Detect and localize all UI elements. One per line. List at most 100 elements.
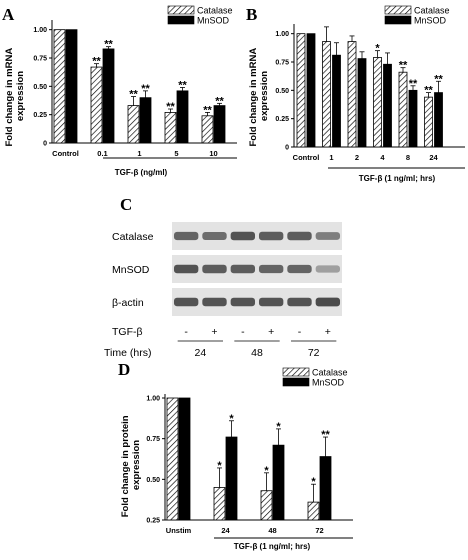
panel-b-bar-mnsod [408, 89, 418, 148]
panel-d-ylabel-line1: Fold change in protein [120, 415, 131, 517]
panel-b-x-tick-label: 2 [355, 153, 359, 162]
panel-b-bar-mnsod [306, 33, 316, 148]
panel-a-bar-catalase [53, 29, 66, 144]
panel-a-legend-swatch-mnsod [167, 15, 195, 25]
blot-row-label: Catalase [112, 231, 154, 243]
panel-d: D Fold change in protein expression 0.25… [118, 360, 353, 551]
panel-a-bar-mnsod [213, 105, 226, 144]
blot-strip [172, 255, 342, 283]
blot-band [230, 231, 256, 241]
panel-b-significance-label: ** [399, 60, 408, 72]
panel-a-x-tick-label: 0.1 [97, 149, 107, 158]
panel-d-y-tick-label: 1.00 [146, 396, 160, 403]
panel-d-plot: 0.250.500.751.00Unstim**24**48***72Catal… [146, 368, 353, 539]
treatment-sign: + [325, 326, 331, 338]
panel-a-bar-mnsod [176, 90, 189, 144]
panel-b-significance-label: ** [409, 78, 418, 90]
blot-strip [172, 288, 342, 316]
western-blot: Catalase MnSOD β-actin TGF-β - + - + - + Time (hrs… [104, 222, 342, 359]
panel-d-significance-label: * [229, 413, 234, 425]
blot-band [258, 231, 284, 241]
blot-band [202, 297, 227, 307]
panel-d-significance-label: * [264, 465, 269, 477]
blot-band [287, 264, 312, 274]
blot-band [202, 264, 227, 274]
blot-band [173, 297, 199, 307]
panel-d-x-tick-label: 72 [315, 526, 323, 535]
panel-a-ylabel-line2: expression [15, 71, 26, 121]
panel-a-bar-catalase [201, 115, 214, 144]
panel-a: A Fold change in mRNA expression 0 0.25 0.… [2, 5, 237, 177]
panel-b-legend-label: Catalase [414, 6, 450, 16]
panel-d-ylabel-line2: expression [131, 440, 142, 490]
panel-b-xlabel: TGF-β (1 ng/ml; hrs) [359, 174, 436, 183]
panel-b-legend-swatch-mnsod [384, 15, 412, 25]
blot-band [258, 297, 284, 307]
blot-band [287, 231, 312, 241]
panel-b-y-tick-label: 0.25 [275, 116, 289, 123]
panel-c: C Catalase MnSOD β-actin TGF-β - + - + - + Time (h… [104, 195, 342, 359]
blot-strip [172, 222, 342, 250]
blot-band [258, 264, 284, 274]
panel-d-bar-catalase [166, 397, 179, 521]
panel-b-bar-catalase [347, 41, 357, 148]
panel-a-bar-catalase [90, 66, 103, 144]
panel-d-x-tick-label: 48 [268, 526, 276, 535]
panel-d-bar-catalase [307, 501, 320, 521]
panel-a-bar-catalase [164, 112, 177, 144]
panel-d-ylabel: Fold change in protein expression [120, 413, 142, 518]
panel-b-bar-catalase [322, 41, 331, 148]
panel-a-ylabel: Fold change in mRNA expression [4, 46, 26, 147]
panel-b-bar-mnsod [434, 92, 443, 148]
panel-b-ylabel: Fold change in mRNA expression [248, 46, 270, 147]
time-value: 24 [194, 347, 206, 359]
panel-a-y-tick-label: 0.75 [33, 56, 47, 63]
blot-band [315, 265, 341, 273]
panel-b-y-tick-label: 0.50 [275, 88, 289, 95]
panel-d-bar-mnsod [272, 444, 285, 521]
blot-row-label: β-actin [112, 297, 144, 309]
panel-a-y-tick-label: 0.50 [33, 84, 47, 91]
panel-d-bar-mnsod [319, 456, 332, 521]
panel-a-ylabel-line1: Fold change in mRNA [4, 48, 15, 147]
panel-b-x-tick-label: 4 [380, 153, 385, 162]
time-label: Time (hrs) [104, 347, 151, 359]
panel-b-x-tick-label: Control [293, 153, 320, 162]
treatment-label: TGF-β [112, 326, 143, 338]
panel-d-significance-label: ** [321, 429, 330, 441]
panel-b-legend-label: MnSOD [414, 16, 447, 26]
blot-band [230, 297, 256, 307]
panel-a-significance-label: ** [141, 83, 150, 95]
panel-d-x-tick-label: Unstim [166, 526, 192, 535]
panel-b-significance-label: ** [424, 85, 433, 97]
blot-band [173, 231, 199, 241]
panel-a-x-tick-label: 5 [174, 149, 178, 158]
panel-b-y-tick-label: 0 [285, 145, 289, 152]
blot-band [287, 297, 312, 307]
panel-b-bar-catalase [373, 57, 382, 148]
panel-a-significance-label: ** [166, 101, 175, 113]
panel-d-x-tick-label: 24 [221, 526, 230, 535]
treatment-sign: + [211, 326, 217, 338]
panel-d-bar-mnsod [178, 397, 191, 521]
panel-d-y-tick-label: 0.25 [146, 518, 160, 525]
panel-b-ylabel-line2: expression [259, 71, 270, 121]
panel-d-legend-swatch-mnsod [282, 377, 310, 387]
panel-b-x-tick-label: 1 [329, 153, 333, 162]
panel-c-label: C [120, 195, 132, 214]
panel-a-legend-label: Catalase [197, 6, 233, 16]
panel-b-ylabel-line1: Fold change in mRNA [248, 48, 259, 147]
panel-a-bar-mnsod [102, 48, 115, 144]
panel-b-x-tick-label: 24 [429, 153, 438, 162]
blot-band [315, 232, 341, 240]
time-value: 72 [308, 347, 320, 359]
panel-a-label: A [2, 5, 15, 24]
panel-a-significance-label: ** [178, 79, 187, 91]
panel-a-bar-mnsod [65, 29, 78, 144]
panel-b-legend-swatch-catalase [384, 5, 412, 15]
panel-b-x-tick-label: 8 [406, 153, 410, 162]
panel-a-legend-label: MnSOD [197, 16, 230, 26]
